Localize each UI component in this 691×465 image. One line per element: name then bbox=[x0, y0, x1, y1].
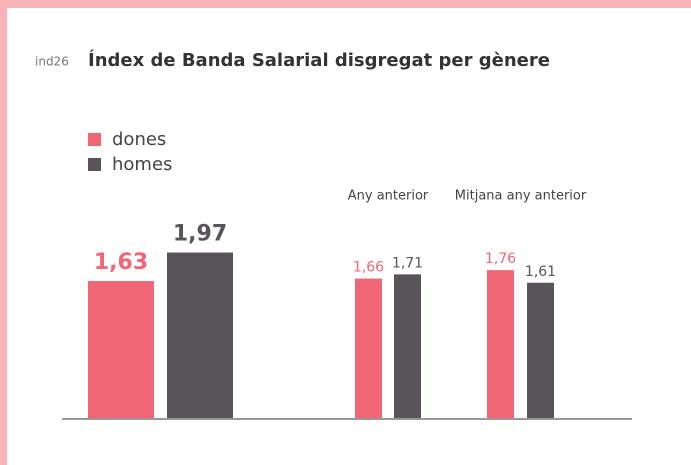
bar bbox=[88, 281, 154, 418]
frame-top bbox=[0, 0, 691, 8]
category-label: Any anterior bbox=[348, 189, 429, 204]
value-label: 1,66 bbox=[353, 260, 384, 276]
legend-swatch bbox=[88, 158, 101, 171]
bar bbox=[527, 282, 554, 418]
value-label: 1,63 bbox=[94, 250, 148, 275]
legend-label: homes bbox=[112, 154, 172, 175]
value-label: 1,71 bbox=[392, 255, 423, 271]
value-label: 1,76 bbox=[485, 251, 516, 267]
bar bbox=[394, 274, 421, 418]
value-label: 1,61 bbox=[525, 264, 556, 280]
category-label: Mitjana any anterior bbox=[455, 189, 587, 204]
indicator-code: ind26 bbox=[35, 55, 69, 69]
bar bbox=[355, 278, 382, 418]
value-label: 1,97 bbox=[173, 222, 227, 247]
bar bbox=[167, 252, 233, 418]
frame-left bbox=[0, 0, 7, 465]
legend-swatch bbox=[88, 133, 101, 146]
bar bbox=[487, 270, 514, 418]
legend-label: dones bbox=[112, 129, 166, 150]
chart-title: Índex de Banda Salarial disgregat per gè… bbox=[88, 49, 550, 71]
